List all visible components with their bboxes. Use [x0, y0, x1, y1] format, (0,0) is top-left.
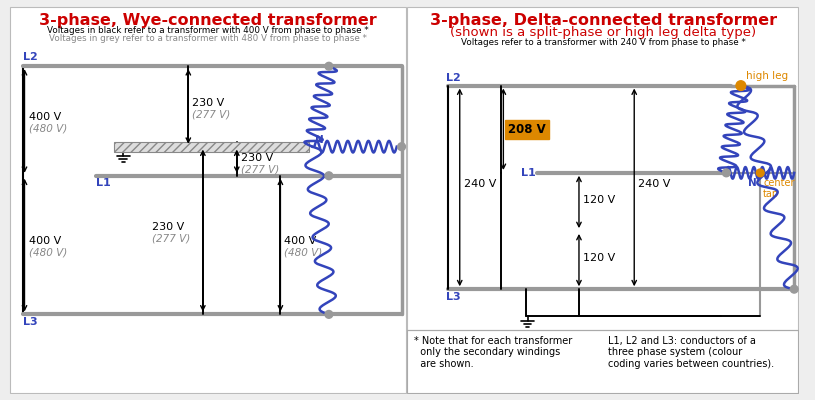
Text: Voltages in grey refer to a transformer with 480 V from phase to phase *: Voltages in grey refer to a transformer …	[49, 34, 367, 43]
Bar	[10, 7, 407, 393]
Text: high leg: high leg	[746, 71, 788, 81]
Text: (shown is a split-phase or high leg delta type): (shown is a split-phase or high leg delt…	[450, 26, 756, 40]
Text: (277 V): (277 V)	[192, 109, 231, 119]
Bar	[113, 142, 310, 152]
Text: (277 V): (277 V)	[240, 165, 279, 175]
Text: Voltages in black refer to a transformer with 400 V from phase to phase *: Voltages in black refer to a transformer…	[46, 26, 368, 34]
Circle shape	[722, 169, 730, 177]
Text: Voltages refer to a transformer with 240 V from phase to phase *: Voltages refer to a transformer with 240…	[460, 38, 746, 47]
Text: L2: L2	[23, 52, 37, 62]
Text: 230 V: 230 V	[192, 98, 224, 108]
Text: 240 V: 240 V	[638, 180, 671, 190]
Circle shape	[736, 81, 746, 90]
Text: * Note that for each transformer
  only the secondary windings
  are shown.: * Note that for each transformer only th…	[414, 336, 572, 369]
Circle shape	[756, 169, 764, 177]
Bar	[408, 7, 798, 393]
Text: 230 V: 230 V	[152, 222, 185, 232]
Text: 230 V: 230 V	[240, 153, 273, 163]
Text: L1: L1	[521, 168, 535, 178]
Text: 3-phase, Wye-connected transformer: 3-phase, Wye-connected transformer	[39, 13, 377, 28]
Text: (480 V): (480 V)	[29, 124, 68, 134]
Text: 400 V: 400 V	[29, 112, 62, 122]
Text: L1: L1	[96, 178, 111, 188]
Circle shape	[791, 285, 798, 293]
Text: N: N	[747, 178, 756, 188]
Circle shape	[325, 172, 333, 180]
Text: L2: L2	[446, 73, 461, 83]
Text: L3: L3	[446, 292, 460, 302]
Text: 400 V: 400 V	[284, 236, 316, 246]
Text: N: N	[315, 135, 324, 145]
Text: (480 V): (480 V)	[284, 248, 323, 258]
Text: 120 V: 120 V	[583, 195, 615, 205]
Text: L3: L3	[23, 317, 37, 327]
Text: 240 V: 240 V	[464, 180, 496, 190]
Bar	[408, 330, 798, 393]
Circle shape	[398, 143, 405, 150]
Text: L1, L2 and L3: conductors of a
three phase system (colour
coding varies between : L1, L2 and L3: conductors of a three pha…	[608, 336, 774, 369]
Text: 120 V: 120 V	[583, 253, 615, 263]
Text: 400 V: 400 V	[29, 236, 62, 246]
Circle shape	[325, 62, 333, 70]
Text: 208 V: 208 V	[509, 123, 546, 136]
Text: (480 V): (480 V)	[29, 248, 68, 258]
Text: (277 V): (277 V)	[152, 233, 191, 243]
Text: center
tap: center tap	[763, 178, 795, 199]
Text: 3-phase, Delta-connected transformer: 3-phase, Delta-connected transformer	[430, 13, 777, 28]
Circle shape	[325, 310, 333, 318]
